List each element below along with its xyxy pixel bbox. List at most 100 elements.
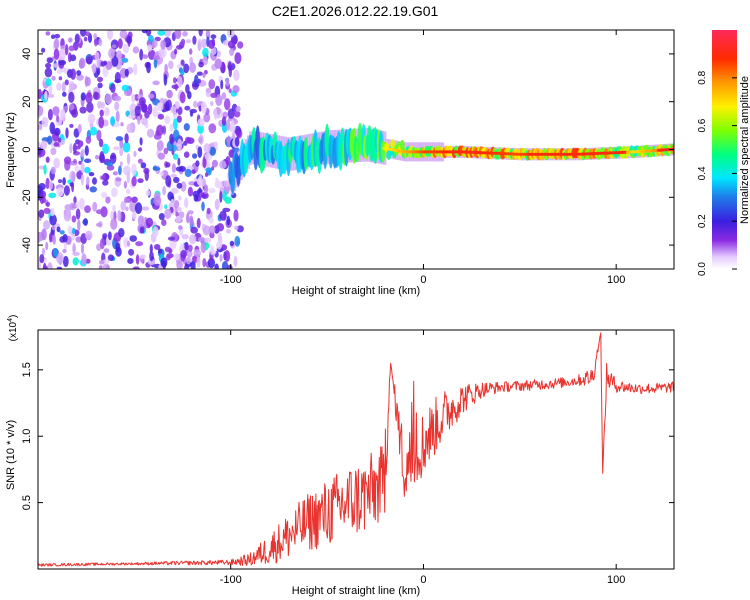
colorbar-tick-label: 0.8 xyxy=(697,70,708,84)
noise-blob xyxy=(123,237,129,248)
noise-blob xyxy=(75,201,80,210)
noise-blob xyxy=(111,44,117,49)
noise-blob xyxy=(48,93,55,98)
noise-blob xyxy=(170,106,177,114)
noise-blob xyxy=(62,91,67,97)
noise-blob xyxy=(135,254,140,265)
snr-plot-area xyxy=(38,330,674,569)
noise-blob xyxy=(100,206,108,218)
noise-blob xyxy=(193,100,198,108)
noise-blob xyxy=(38,147,42,155)
noise-blob xyxy=(38,260,42,269)
noise-blob xyxy=(144,110,150,119)
noise-blob xyxy=(146,61,151,74)
noise-blob xyxy=(97,101,103,109)
noise-blob xyxy=(132,266,140,269)
noise-blob xyxy=(183,63,190,74)
noise-blob xyxy=(214,263,219,269)
noise-blob xyxy=(146,128,155,138)
noise-blob xyxy=(104,106,110,117)
noise-blob xyxy=(133,150,137,157)
noise-blob xyxy=(41,196,46,204)
noise-blob xyxy=(86,101,94,113)
noise-blob xyxy=(176,115,182,123)
noise-blob xyxy=(197,146,203,158)
noise-blob xyxy=(110,218,118,230)
noise-blob xyxy=(118,228,125,238)
noise-blob xyxy=(45,241,49,251)
noise-blob xyxy=(202,225,211,236)
noise-blob xyxy=(125,206,129,211)
noise-blob xyxy=(68,45,75,52)
noise-blob xyxy=(193,249,201,258)
noise-blob xyxy=(178,195,182,201)
noise-blob xyxy=(104,174,110,180)
noise-blob xyxy=(103,60,108,66)
noise-blob xyxy=(176,182,183,189)
noise-blob xyxy=(183,151,190,158)
snr-clip-group xyxy=(38,332,674,567)
noise-blob xyxy=(70,68,76,80)
noise-blob xyxy=(215,94,223,106)
noise-blob xyxy=(127,240,130,247)
noise-blob xyxy=(214,141,218,151)
noise-blob xyxy=(177,106,183,115)
noise-blob xyxy=(189,62,197,73)
noise-blob xyxy=(98,265,103,269)
noise-blob xyxy=(64,79,69,86)
noise-blob xyxy=(197,188,203,193)
noise-blob xyxy=(122,43,129,54)
noise-blob xyxy=(69,123,74,128)
noise-blob xyxy=(226,215,231,226)
noise-blob xyxy=(43,207,51,214)
noise-blob xyxy=(208,217,214,224)
noise-blob xyxy=(187,210,194,215)
noise-blob xyxy=(93,38,98,47)
noise-blob xyxy=(45,78,52,87)
noise-blob xyxy=(222,207,231,213)
noise-blob xyxy=(120,201,126,211)
noise-blob xyxy=(160,257,168,268)
noise-blob xyxy=(83,166,91,174)
noise-blob xyxy=(99,238,105,250)
noise-blob xyxy=(187,186,193,197)
noise-blob xyxy=(108,48,115,59)
noise-blob xyxy=(42,265,48,269)
noise-blob xyxy=(137,115,141,125)
snr-panel: -100 0 100 0.5 1.0 1.5 (x104) Height of strai… xyxy=(5,315,675,597)
noise-blob xyxy=(189,215,194,227)
noise-blob xyxy=(164,246,171,253)
noise-blob xyxy=(67,52,72,63)
noise-blob xyxy=(138,97,146,106)
noise-blob xyxy=(38,141,41,148)
noise-blob xyxy=(190,260,196,269)
heat-clip-group xyxy=(38,30,674,269)
noise-blob xyxy=(202,72,206,78)
noise-blob xyxy=(65,208,72,219)
noise-blob xyxy=(50,166,56,175)
noise-blob xyxy=(110,210,114,221)
noise-blob xyxy=(219,210,227,221)
noise-blob xyxy=(131,93,136,103)
noise-blob xyxy=(221,116,227,126)
noise-blob xyxy=(51,225,56,231)
noise-blob xyxy=(50,207,55,217)
noise-blob xyxy=(219,160,227,169)
noise-blob xyxy=(85,92,93,104)
noise-blob xyxy=(232,85,240,94)
noise-blob xyxy=(224,250,231,262)
noise-blob xyxy=(225,156,231,166)
noise-blob xyxy=(61,81,66,93)
noise-blob xyxy=(194,74,199,87)
noise-blob xyxy=(172,153,179,160)
colorbar-tick-label: 0.2 xyxy=(697,214,708,228)
colorbar: 0.0 0.2 0.4 0.6 0.8 Normalized spectral ampl… xyxy=(697,30,750,276)
signal-band xyxy=(399,139,405,151)
spectrogram-y-tick-label: -20 xyxy=(21,189,33,205)
noise-blob xyxy=(115,136,124,142)
noise-blob xyxy=(147,258,156,265)
noise-blob xyxy=(99,109,104,117)
noise-blob xyxy=(137,178,144,184)
noise-blob xyxy=(189,48,193,55)
noise-blob xyxy=(102,179,109,186)
